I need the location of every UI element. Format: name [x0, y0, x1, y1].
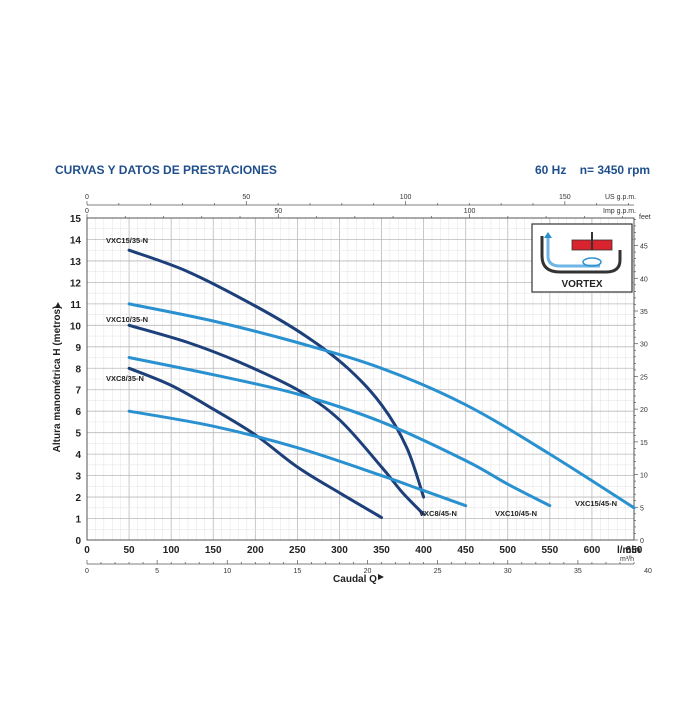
feet-tick-label: 10 [640, 473, 648, 480]
vortex-swirl-icon [582, 257, 602, 267]
y-tick-label: 8 [75, 364, 81, 375]
x-tick-label: 650 [626, 545, 643, 556]
x-tick-label: 50 [124, 545, 136, 556]
series-label-vxc8-45-n: VXC8/45-N [419, 509, 457, 518]
series-label-vxc15-45-n: VXC15/45-N [575, 499, 617, 508]
y-tick-label: 7 [75, 386, 81, 397]
y-tick-label: 12 [70, 278, 82, 289]
us-gpm-tick-label: 0 [85, 194, 89, 201]
y-tick-label: 9 [75, 343, 81, 354]
y-tick-label: 4 [75, 450, 81, 461]
series-line-vxc8-45-n [127, 409, 468, 508]
us-gpm-tick-label: 150 [559, 194, 571, 201]
inset-label: VORTEX [561, 279, 602, 290]
m3h-tick-label: 30 [504, 568, 512, 575]
vortex-inset: VORTEX [531, 223, 633, 293]
y-tick-label: 0 [75, 536, 81, 547]
feet-tick-label: 5 [640, 505, 644, 512]
vortex-flow-icon [546, 236, 600, 268]
frequency-label: 60 Hz [535, 163, 567, 177]
imp-gpm-unit-label: Imp g.p.m. [603, 208, 636, 215]
series-label-vxc10-35-n: VXC10/35-N [106, 315, 148, 324]
us-gpm-unit-label: US g.p.m. [605, 194, 636, 201]
imp-gpm-tick-label: 100 [464, 208, 476, 215]
x-tick-label: 0 [84, 545, 90, 556]
x-tick-label: 450 [457, 545, 474, 556]
x-tick-label: 100 [163, 545, 180, 556]
x-tick-label: 250 [289, 545, 306, 556]
series-label-vxc8-35-n: VXC8/35-N [106, 374, 144, 383]
feet-tick-label: 40 [640, 276, 648, 283]
x-axis-title: Caudal Q [333, 574, 377, 585]
imp-gpm-tick-label: 50 [274, 208, 282, 215]
y-tick-label: 14 [70, 235, 82, 246]
m3h-tick-label: 0 [85, 568, 89, 575]
x-tick-label: 200 [247, 545, 264, 556]
x-axis-arrow-icon [378, 574, 384, 580]
y-tick-label: 1 [75, 515, 81, 526]
x-tick-label: 350 [373, 545, 390, 556]
x-tick-label: 150 [205, 545, 222, 556]
m3h-tick-label: 25 [434, 568, 442, 575]
x-tick-label: 550 [542, 545, 559, 556]
chart-title: CURVAS Y DATOS DE PRESTACIONES [55, 163, 277, 177]
imp-gpm-tick-label: 0 [85, 208, 89, 215]
us-gpm-tick-label: 50 [242, 194, 250, 201]
series-line-vxc10-35-n [127, 323, 426, 516]
series-label-vxc10-45-n: VXC10/45-N [495, 509, 537, 518]
axes: 0 50 100 150 200 250 300 350 400 450 500 550 600 650l… [52, 194, 652, 585]
y-tick-label: 6 [75, 407, 81, 418]
y-tick-label: 15 [70, 214, 82, 225]
m3h-unit-label: m³/h [620, 556, 634, 563]
y-tick-label: 5 [75, 429, 81, 440]
m3h-tick-label: 15 [293, 568, 301, 575]
feet-tick-label: 15 [640, 440, 648, 447]
feet-tick-label: 35 [640, 309, 648, 316]
y-tick-label: 2 [75, 493, 81, 504]
x-tick-label: 400 [415, 545, 432, 556]
feet-unit-label: feet [639, 214, 651, 221]
feet-tick-label: 20 [640, 407, 648, 414]
feet-tick-label: 45 [640, 244, 648, 251]
plot-frame [86, 217, 635, 541]
m3h-tick-label: 5 [155, 568, 159, 575]
m3h-tick-label: 40 [644, 568, 652, 575]
y-axis-arrow-icon [55, 302, 61, 308]
series-line-vxc15-45-n [127, 302, 636, 510]
feet-tick-label: 25 [640, 374, 648, 381]
feet-tick-label: 30 [640, 342, 648, 349]
x-unit-label: l/min [617, 545, 640, 556]
y-axis-title: Altura manométrica H (metros) [52, 306, 63, 453]
speed-label: n= 3450 rpm [579, 163, 651, 177]
x-tick-label: 600 [584, 545, 601, 556]
m3h-tick-label: 35 [574, 568, 582, 575]
y-tick-label: 11 [70, 300, 81, 311]
x-tick-label: 500 [499, 545, 516, 556]
x-tick-label: 300 [331, 545, 348, 556]
pump-spec: 60 Hz n= 3450 rpm [535, 163, 650, 177]
m3h-tick-label: 20 [364, 568, 372, 575]
us-gpm-tick-label: 100 [400, 194, 412, 201]
feet-tick-label: 0 [640, 538, 644, 545]
y-tick-label: 3 [75, 472, 81, 483]
series-line-vxc15-35-n [127, 248, 426, 499]
vortex-impeller-housing-icon [540, 236, 622, 274]
y-tick-label: 13 [70, 257, 82, 268]
series: VXC15/35-N VXC10/35-N VXC8/35-N VXC15/45-N V… [106, 236, 636, 519]
y-tick-label: 10 [70, 321, 82, 332]
series-line-vxc10-45-n [127, 356, 552, 508]
series-label-vxc15-35-n: VXC15/35-N [106, 236, 148, 245]
vortex-arrow-icon [544, 232, 552, 238]
m3h-tick-label: 10 [223, 568, 231, 575]
